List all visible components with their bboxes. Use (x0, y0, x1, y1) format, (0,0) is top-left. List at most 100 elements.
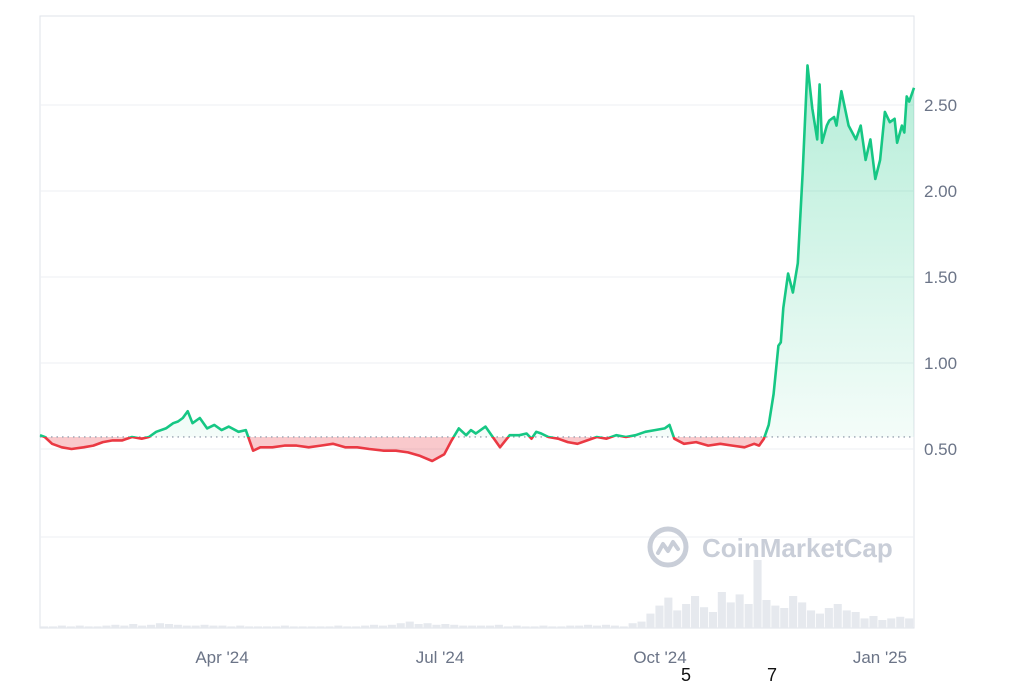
volume-bar (896, 616, 905, 628)
volume-bar (878, 620, 887, 628)
volume-bar (57, 625, 66, 628)
volume-bar (441, 624, 450, 628)
volume-bar (414, 624, 423, 628)
volume-bar (468, 625, 477, 628)
volume-bars (40, 560, 914, 628)
volume-bar (842, 610, 851, 628)
volume-bar (512, 625, 521, 628)
volume-bar (575, 625, 584, 628)
y-axis: 0.50 1.00 1.50 2.00 2.50 (924, 96, 957, 459)
volume-bar (209, 625, 218, 628)
volume-bar (815, 613, 824, 628)
volume-bar (352, 626, 361, 628)
volume-bar (548, 626, 557, 628)
volume-bar (646, 613, 655, 628)
volume-bar (378, 625, 387, 628)
volume-bar (664, 597, 673, 628)
volume-bar (236, 625, 245, 628)
volume-bar (735, 594, 744, 628)
volume-bar (762, 600, 771, 628)
volume-bar (708, 612, 717, 628)
watermark-text: CoinMarketCap (702, 533, 893, 563)
volume-bar (387, 624, 396, 628)
volume-bar (717, 592, 726, 628)
volume-bar (477, 625, 486, 628)
volume-bar (48, 626, 57, 628)
volume-bar (833, 604, 842, 628)
volume-bar (700, 607, 709, 628)
volume-bar (316, 626, 325, 628)
volume-bar (557, 626, 566, 628)
x-tick-label: Oct '24 (633, 648, 686, 667)
volume-bar (147, 624, 156, 628)
volume-bar (503, 626, 512, 628)
volume-bar (610, 625, 619, 628)
volume-bar (566, 625, 575, 628)
volume-bar (218, 625, 227, 628)
volume-bar (851, 612, 860, 628)
volume-bar (164, 624, 173, 628)
volume-bar (592, 625, 601, 628)
y-tick-label: 2.50 (924, 96, 957, 115)
x-tick-label: Apr '24 (195, 648, 248, 667)
volume-bar (423, 623, 432, 628)
volume-bar (271, 626, 280, 628)
volume-bar (84, 626, 93, 628)
volume-bar (459, 625, 468, 628)
watermark: CoinMarketCap (647, 526, 893, 568)
area-fill-below-baseline (40, 436, 914, 461)
volume-bar (263, 626, 272, 628)
volume-bar (111, 624, 120, 628)
volume-bar (807, 610, 816, 628)
x-tick-label: Jul '24 (416, 648, 465, 667)
volume-bar (155, 623, 164, 628)
volume-bar (905, 618, 914, 628)
volume-bar (40, 626, 49, 628)
volume-bar (66, 626, 75, 628)
y-tick-label: 2.00 (924, 182, 957, 201)
series-line-above-baseline (39, 64, 916, 437)
volume-bar (75, 625, 84, 628)
volume-bar (628, 623, 637, 628)
volume-bar (824, 608, 833, 628)
x-tick-label: Jan '25 (853, 648, 907, 667)
volume-bar (771, 605, 780, 628)
volume-bar (753, 560, 762, 628)
volume-bar (298, 626, 307, 628)
volume-bar (726, 602, 735, 628)
volume-bar (485, 625, 494, 628)
coinmarketcap-logo-icon (647, 526, 689, 568)
volume-bar (530, 626, 539, 628)
x-axis: Apr '24 Jul '24 Oct '24 Jan '25 (195, 648, 907, 667)
volume-bar (361, 625, 370, 628)
y-tick-label: 1.50 (924, 268, 957, 287)
volume-bar (655, 605, 664, 628)
stray-label: 7 (767, 665, 777, 683)
volume-bar (289, 626, 298, 628)
volume-bar (245, 626, 254, 628)
volume-bar (200, 624, 209, 628)
volume-bar (744, 604, 753, 628)
volume-bar (780, 608, 789, 628)
volume-bar (138, 625, 147, 628)
series-line (39, 64, 916, 463)
volume-bar (280, 625, 289, 628)
volume-bar (370, 624, 379, 628)
volume-bar (619, 626, 628, 628)
volume-bar (789, 596, 798, 628)
volume-bar (227, 626, 236, 628)
volume-bar (494, 624, 503, 628)
volume-bar (539, 625, 548, 628)
volume-bar (432, 624, 441, 628)
volume-bar (860, 618, 869, 628)
volume-bar (254, 626, 263, 628)
volume-bar (191, 625, 200, 628)
volume-bar (307, 626, 316, 628)
volume-bar (798, 602, 807, 628)
volume-bar (102, 625, 111, 628)
volume-bar (182, 625, 191, 628)
volume-bar (691, 596, 700, 628)
volume-bar (869, 616, 878, 628)
volume-bar (887, 618, 896, 628)
